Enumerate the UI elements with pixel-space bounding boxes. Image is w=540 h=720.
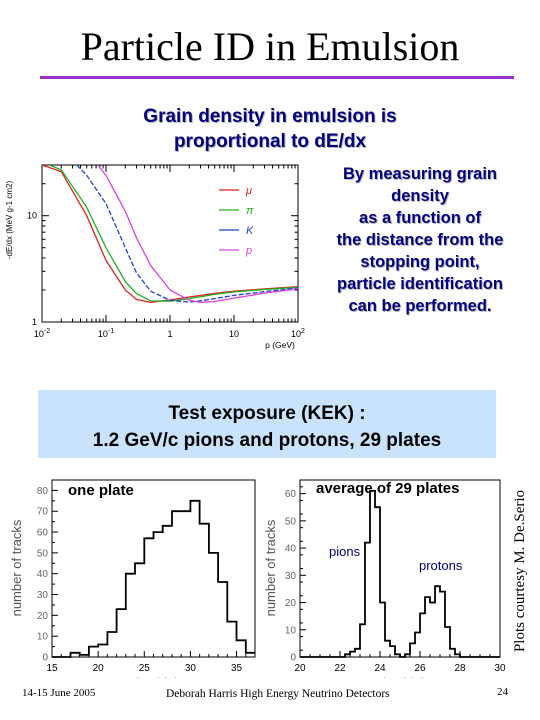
x-tick-label: 10-2 bbox=[34, 328, 50, 339]
description-line: as a function of bbox=[359, 209, 481, 227]
description-line: the distance from the bbox=[336, 231, 504, 249]
page-number: 24 bbox=[497, 686, 508, 698]
x-axis-label: pulse hight bbox=[369, 675, 432, 678]
y-tick-label: 0 bbox=[290, 653, 296, 664]
description-line: stopping point, bbox=[360, 253, 480, 271]
x-tick-label: 35 bbox=[231, 663, 243, 674]
average-plot: 20 22 24 26 28 30 0 10 20 30 40 50 60 pulse hight aver… bbox=[263, 479, 506, 678]
description-line: By measuring grain bbox=[342, 165, 498, 183]
x-tick-label: 1 bbox=[167, 329, 172, 339]
y-tick-label: 40 bbox=[285, 544, 297, 555]
series-line-2 bbox=[76, 165, 298, 303]
x-tick-label: 10-1 bbox=[98, 328, 114, 339]
chart-title: average of 29 plates bbox=[316, 480, 459, 497]
y-axis-label: -dE/dx (MeV g-1 cm2) bbox=[5, 181, 14, 260]
y-tick-label: 0 bbox=[42, 653, 48, 664]
y-tick-label: 50 bbox=[285, 516, 297, 527]
y-tick-label: 40 bbox=[37, 569, 49, 580]
y-tick-label: 10 bbox=[285, 625, 297, 636]
slide-title: Particle ID in Emulsion bbox=[80, 24, 460, 69]
chart-title: one plate bbox=[68, 482, 134, 499]
average-histogram: 20 22 24 26 28 30 0 10 20 30 40 50 60 pulse hight aver… bbox=[263, 479, 506, 678]
legend-label: K bbox=[246, 225, 254, 237]
subtitle: Grain density in emulsion is proportiona… bbox=[60, 104, 480, 154]
description-line: can be performed. bbox=[348, 297, 492, 315]
plot-frame bbox=[51, 479, 256, 658]
x-tick-label: 102 bbox=[291, 328, 305, 339]
description-line: density bbox=[391, 187, 449, 205]
series-line-3 bbox=[97, 165, 298, 304]
plot-frame bbox=[299, 479, 501, 658]
footer-author: Deborah Harris High Energy Neutrino Dete… bbox=[166, 688, 390, 700]
description-line: particle identification bbox=[337, 275, 503, 293]
x-tick-label: 30 bbox=[185, 663, 197, 674]
y-tick-label: 60 bbox=[37, 528, 49, 539]
x-tick-label: 22 bbox=[334, 663, 346, 674]
one-plate-plot: 15 20 25 30 35 0 10 20 30 40 50 60 70 80 pulse hight on… bbox=[9, 479, 256, 678]
annotation-protons: protons bbox=[419, 558, 463, 573]
histogram-line bbox=[52, 499, 255, 658]
x-tick-label: 28 bbox=[454, 663, 466, 674]
y-tick-label: 70 bbox=[37, 507, 49, 518]
series-line-1 bbox=[49, 165, 298, 302]
subtitle-line-2: proportional to dE/dx bbox=[173, 131, 367, 152]
y-axis-label: number of tracks bbox=[9, 519, 24, 616]
x-tick-label: 20 bbox=[93, 663, 105, 674]
legend-label: μ bbox=[245, 185, 252, 197]
test-line-2: 1.2 GeV/c pions and protons, 29 plates bbox=[92, 430, 442, 451]
plots-credit: Plots courtesy M. De.Serio bbox=[512, 489, 528, 653]
y-tick-label: 80 bbox=[37, 486, 49, 497]
y-tick-label: 1 bbox=[32, 317, 37, 327]
y-tick-label: 60 bbox=[285, 489, 297, 500]
x-tick-label: 15 bbox=[46, 663, 58, 674]
test-line-1: Test exposure (KEK) : bbox=[168, 403, 366, 424]
y-tick-label: 20 bbox=[37, 611, 49, 622]
y-tick-label: 20 bbox=[285, 598, 297, 609]
y-tick-label: 50 bbox=[37, 548, 49, 559]
x-tick-label: 25 bbox=[139, 663, 151, 674]
x-axis-label: p (GeV) bbox=[265, 340, 295, 350]
footer-date: 14-15 June 2005 bbox=[22, 687, 96, 699]
x-tick-label: 10 bbox=[229, 329, 239, 339]
legend-label: π bbox=[246, 205, 254, 217]
subtitle-line-1: Grain density in emulsion is bbox=[143, 106, 397, 127]
y-tick-label: 10 bbox=[27, 211, 37, 221]
y-tick-label: 10 bbox=[37, 632, 49, 643]
x-tick-label: 24 bbox=[374, 663, 386, 674]
test-exposure-box bbox=[38, 390, 496, 458]
test-exposure-text: Test exposure (KEK) : 1.2 GeV/c pions an… bbox=[38, 400, 496, 454]
annotation-pions: pions bbox=[329, 544, 361, 559]
y-axis-label: number of tracks bbox=[263, 519, 278, 616]
description-text: By measuring grain density as a function… bbox=[312, 163, 528, 317]
x-tick-label: 30 bbox=[494, 663, 506, 674]
plot-frame bbox=[41, 164, 299, 323]
x-axis-label: pulse hight bbox=[122, 675, 185, 678]
dedx-chart: 10-2 10-1 1 10 102 1 10 p (GeV) -dE/dx (MeV g-1 … bbox=[5, 164, 305, 350]
x-tick-label: 26 bbox=[414, 663, 426, 674]
y-tick-label: 30 bbox=[37, 590, 49, 601]
dedx-plot: 10-2 10-1 1 10 102 1 10 p (GeV) -dE/dx (MeV g-1 … bbox=[5, 164, 305, 350]
one-plate-histogram: 15 20 25 30 35 0 10 20 30 40 50 60 70 80 pulse hight on… bbox=[9, 479, 256, 678]
histogram-line bbox=[300, 490, 500, 658]
x-tick-label: 20 bbox=[294, 663, 306, 674]
title-underline bbox=[40, 76, 514, 79]
legend-label: p bbox=[245, 245, 252, 257]
y-tick-label: 30 bbox=[285, 571, 297, 582]
series-line-0 bbox=[42, 165, 298, 304]
